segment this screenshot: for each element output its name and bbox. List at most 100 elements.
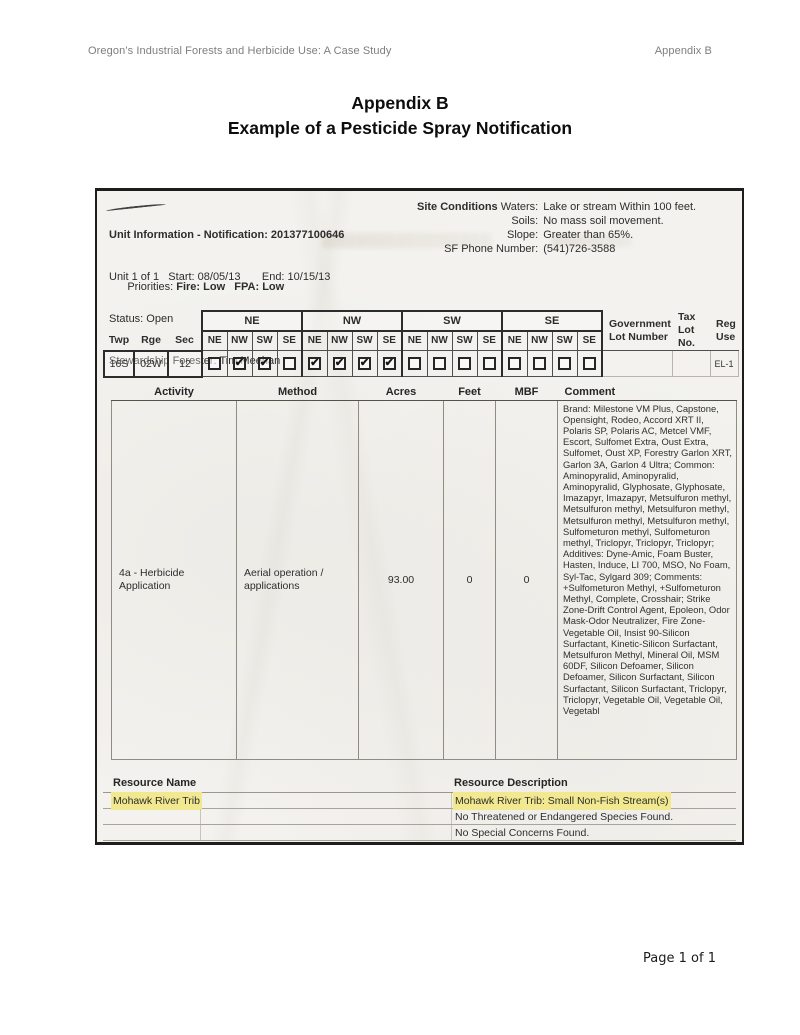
- unit-dates-line: Unit 1 of 1 Start: 08/05/13 End: 10/15/1…: [109, 271, 331, 283]
- resource-name: Mohawk River Trib: [113, 794, 200, 808]
- sec-value: 12: [167, 349, 203, 378]
- quadrant-group-header: SW: [401, 310, 503, 332]
- method-header: Method: [236, 384, 359, 401]
- activity-header-row: Activity Method Acres Feet MBF Comment: [111, 384, 737, 401]
- site-cond-value: (541)726-3588: [543, 243, 616, 255]
- rge-value: 02W: [133, 349, 169, 378]
- quarter-header: SE: [276, 330, 303, 351]
- site-conditions-heading: Site Conditions: [417, 201, 498, 213]
- resource-row: No Threatened or Endangered Species Foun…: [103, 809, 736, 825]
- running-header-right: Appendix B: [654, 45, 712, 57]
- quarter-header: SE: [576, 330, 603, 351]
- quadrant-checkbox: [533, 357, 546, 370]
- quarter-header: SW: [351, 330, 378, 351]
- quarter-header: SW: [551, 330, 578, 351]
- scan-bleedthrough-artifact: [322, 233, 492, 248]
- page-title: Appendix B Example of a Pesticide Spray …: [0, 91, 800, 141]
- quadrant-checkbox: [208, 357, 222, 370]
- quarter-header: NE: [401, 330, 428, 351]
- resource-name-header: Resource Name: [113, 777, 197, 789]
- feet-header: Feet: [443, 384, 496, 401]
- column-divider: [200, 793, 201, 808]
- quadrant-checkbox: [382, 357, 396, 370]
- site-cond-value: No mass soil movement.: [543, 215, 664, 227]
- quadrant-group-header: SE: [501, 310, 603, 332]
- quarter-header: SE: [376, 330, 403, 351]
- page-title-line2: Example of a Pesticide Spray Notificatio…: [227, 118, 573, 138]
- column-divider: [200, 809, 201, 824]
- comment-cell: Brand: Milestone VM Plus, Capstone, Open…: [557, 399, 737, 760]
- quarter-header: NW: [426, 330, 453, 351]
- tax-lot-value: [671, 350, 711, 377]
- quadrant-checkbox: [558, 357, 571, 370]
- method-value: Aerial operation / applications: [236, 399, 359, 760]
- quadrant-checkbox: [333, 357, 346, 370]
- site-conditions-block: Site Conditions Waters: Lake or stream W…: [417, 200, 696, 256]
- site-cond-value: Lake or stream Within 100 feet.: [543, 201, 697, 213]
- government-lot-value: [601, 350, 673, 377]
- quadrant-checkbox: [582, 357, 596, 370]
- quadrant-checkbox: [233, 357, 246, 370]
- status-line: Status: Open: [109, 313, 174, 325]
- quarter-header: NW: [526, 330, 553, 351]
- site-cond-label: Soils:: [511, 215, 539, 227]
- site-cond-label: Waters:: [500, 201, 539, 213]
- twp-header: Twp: [108, 334, 130, 347]
- government-lot-header: Government Lot Number: [602, 311, 672, 351]
- priorities-line: Priorities: Fire: Low FPA: Low: [109, 269, 284, 305]
- site-cond-label: Slope:: [507, 229, 539, 241]
- column-divider: [451, 793, 452, 808]
- resource-table: Mohawk River Trib Mohawk River Trib: Sma…: [103, 792, 736, 841]
- priorities-value: Fire: Low FPA: Low: [176, 281, 285, 293]
- rge-header: Rge: [141, 334, 161, 347]
- quadrant-checkbox: [433, 357, 446, 370]
- running-header-left: Oregon’s Industrial Forests and Herbicid…: [88, 45, 392, 57]
- quadrant-checkbox: [282, 357, 296, 370]
- acres-value: 93.00: [358, 399, 444, 760]
- activity-value: 4a - Herbicide Application: [111, 399, 237, 760]
- tax-lot-header: Tax Lot No.: [672, 311, 710, 351]
- mbf-value: 0: [495, 399, 558, 760]
- resource-description: Mohawk River Trib: Small Non-Fish Stream…: [455, 794, 669, 808]
- comment-text: Brand: Milestone VM Plus, Capstone, Open…: [563, 402, 732, 716]
- quadrant-group-row: NE NW SW SE Government Lot Number Tax Lo…: [104, 310, 738, 351]
- sec-header: Sec: [175, 334, 194, 347]
- quadrant-checkbox: [508, 357, 522, 370]
- scanned-notification-form: Unit Information - Notification: 2013771…: [95, 188, 744, 845]
- quarter-header: NE: [201, 330, 228, 351]
- resource-description-header: Resource Description: [454, 777, 568, 789]
- unit-info-title: Unit Information - Notification: 2013771…: [109, 229, 345, 241]
- column-divider: [451, 809, 452, 824]
- reg-use-value: EL-1: [709, 350, 739, 377]
- twp-value: 16S: [103, 349, 135, 378]
- quarter-header: NW: [326, 330, 353, 351]
- quarter-header: NE: [501, 330, 528, 351]
- quadrant-group-header: NW: [301, 310, 403, 332]
- resource-description: No Threatened or Endangered Species Foun…: [455, 811, 674, 823]
- quadrant-checkbox: [258, 357, 271, 370]
- quarter-header: SW: [251, 330, 278, 351]
- quarter-header: NW: [226, 330, 253, 351]
- resource-row: Mohawk River Trib Mohawk River Trib: Sma…: [103, 793, 736, 809]
- sub-header-row: Twp Rge Sec NE NW SW SE NE NW SW SE NE N…: [104, 330, 738, 351]
- site-cond-label: SF Phone Number:: [444, 243, 539, 255]
- column-divider: [200, 825, 201, 840]
- reg-use-header: Reg Use: [710, 311, 738, 351]
- activity-table: Activity Method Acres Feet MBF Comment 4…: [111, 384, 737, 760]
- quadrant-checkbox: [458, 357, 471, 370]
- activity-header: Activity: [111, 384, 237, 401]
- page-title-line1: Appendix B: [351, 93, 449, 113]
- comment-header: Comment: [557, 384, 737, 401]
- quadrant-group-header: NE: [201, 310, 303, 332]
- location-table: NE NW SW SE Government Lot Number Tax Lo…: [103, 310, 739, 378]
- quadrant-checkbox: [482, 357, 496, 370]
- activity-data-row: 4a - Herbicide Application Aerial operat…: [111, 399, 737, 760]
- quadrant-checkbox: [408, 357, 422, 370]
- resource-description: No Special Concerns Found.: [455, 827, 590, 839]
- priorities-label: Priorities:: [127, 281, 177, 293]
- page-number: Page 1 of 1: [643, 951, 716, 966]
- quarter-header: SW: [451, 330, 478, 351]
- quarter-header: SE: [476, 330, 503, 351]
- quarter-header: NE: [301, 330, 328, 351]
- scan-bleedthrough-artifact: [552, 235, 632, 247]
